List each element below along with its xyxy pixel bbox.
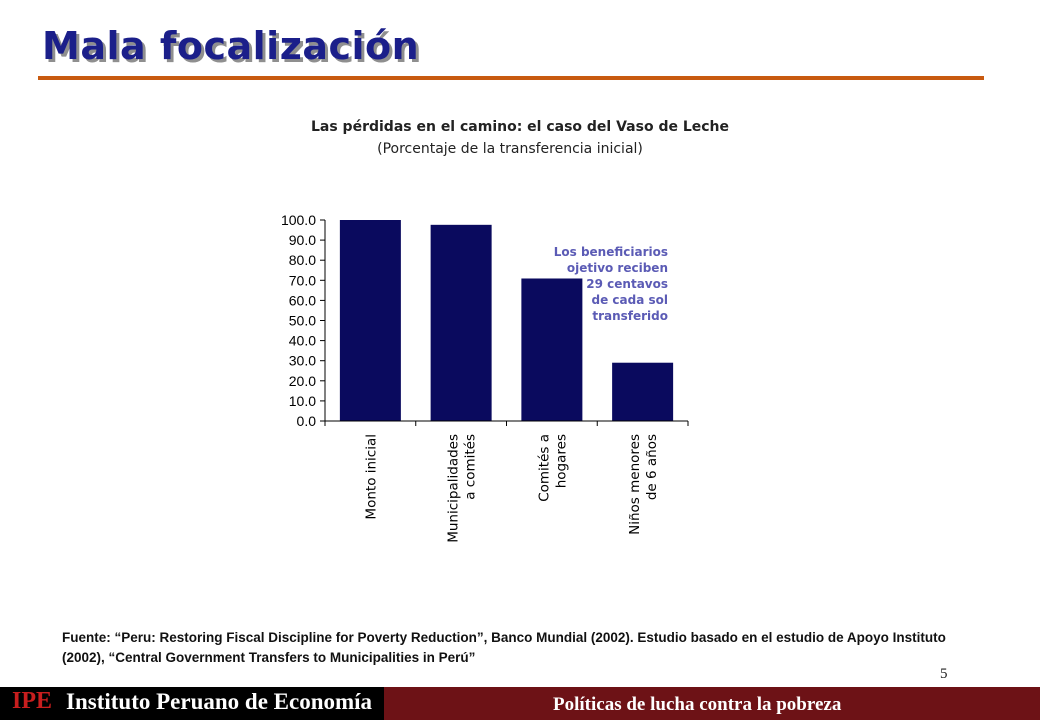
x-category-label: de 6 años: [644, 434, 660, 500]
y-tick-label: 60.0: [289, 292, 316, 308]
annotation-line: Los beneficiarios: [553, 245, 668, 259]
bar-chart: 0.0 10.0 20.0 30.0 40.0 50.0 60.0 70.0 80.0 90.0 1…: [281, 212, 689, 543]
x-category-label: a comités: [463, 434, 479, 500]
annotation-line: de cada sol: [591, 293, 668, 307]
footer-topic-band: [384, 687, 1040, 720]
y-tick-label: 50.0: [289, 313, 316, 329]
ipe-logo: IPE: [12, 688, 53, 714]
bar: [612, 362, 674, 421]
y-tick-label: 100.0: [281, 212, 316, 228]
x-category-label: hogares: [553, 434, 569, 488]
chart-annotation: Los beneficiarios ojetivo reciben 29 centa…: [500, 244, 668, 324]
annotation-line: ojetivo reciben: [566, 261, 668, 275]
annotation-line: transferido: [592, 309, 668, 323]
y-tick-label: 80.0: [289, 252, 316, 268]
footer-topic: Políticas de lucha contra la pobreza: [553, 694, 842, 715]
chart-title: Las pérdidas en el camino: el caso del V…: [310, 119, 730, 135]
x-category-label: Comités a: [536, 434, 552, 502]
bar: [339, 220, 401, 421]
footer-organization: Instituto Peruano de Economía: [66, 689, 373, 714]
y-tick-label: 30.0: [289, 353, 316, 369]
x-category-label: Monto inicial: [363, 434, 379, 520]
slide-title: Mala focalización: [42, 24, 420, 68]
y-tick-label: 70.0: [289, 272, 316, 288]
y-tick-label: 90.0: [289, 232, 316, 248]
source-note: Fuente: “Peru: Restoring Fiscal Discipli…: [62, 630, 946, 665]
x-category-label: Niños menores: [627, 434, 643, 535]
chart-subtitle: (Porcentaje de la transferencia inicial): [377, 141, 643, 157]
x-category-label: Municipalidades: [446, 434, 462, 543]
y-tick-label: 20.0: [289, 373, 316, 389]
bar: [521, 278, 583, 421]
annotation-line: 29 centavos: [586, 277, 668, 291]
y-tick-label: 40.0: [289, 333, 316, 349]
y-tick-label: 0.0: [297, 413, 317, 429]
y-tick-label: 10.0: [289, 393, 316, 409]
title-rule: [38, 76, 984, 80]
bar: [430, 224, 492, 421]
page-number: 5: [940, 666, 948, 682]
